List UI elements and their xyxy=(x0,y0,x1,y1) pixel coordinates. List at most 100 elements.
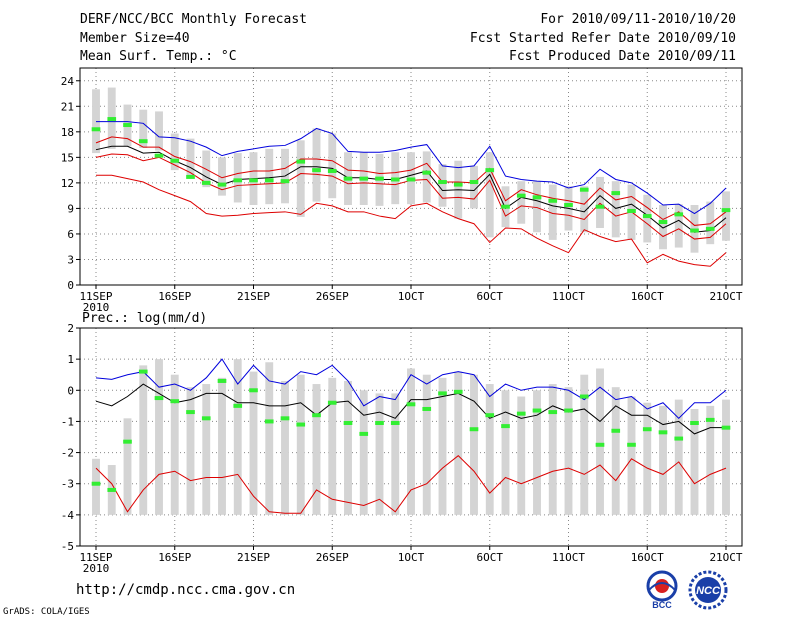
median-marker xyxy=(532,408,542,413)
median-marker xyxy=(186,410,195,415)
spread-box xyxy=(674,399,683,515)
spread-box xyxy=(170,374,179,515)
spread-box xyxy=(139,365,148,515)
median-marker xyxy=(296,159,306,164)
x-tick-label: 21SEP xyxy=(237,290,270,303)
spread-box xyxy=(706,405,715,515)
y-tick-label: 12 xyxy=(61,177,74,190)
spread-box xyxy=(659,405,667,515)
spread-box xyxy=(485,152,494,238)
spread-box xyxy=(611,387,620,515)
spread-box xyxy=(533,181,541,233)
median-marker xyxy=(469,180,479,185)
spread-box xyxy=(155,111,163,151)
median-marker xyxy=(233,403,243,408)
median-marker xyxy=(705,226,715,231)
y-tick-label: 18 xyxy=(61,126,74,139)
median-marker xyxy=(201,416,211,421)
median-marker xyxy=(611,428,621,433)
bcc-logo: BCC xyxy=(646,570,678,610)
median-marker xyxy=(658,220,668,225)
median-marker xyxy=(186,174,195,179)
spread-box xyxy=(328,133,337,199)
spread-box xyxy=(296,374,305,515)
median-marker xyxy=(327,400,337,405)
median-marker xyxy=(501,424,510,429)
y-tick-label: -4 xyxy=(61,509,75,522)
median-marker xyxy=(469,427,479,432)
median-marker xyxy=(264,178,274,183)
median-marker xyxy=(359,176,369,181)
forecast-period: For 2010/09/11-2010/10/20 xyxy=(540,12,736,27)
median-marker xyxy=(516,193,526,198)
min-series-line xyxy=(95,455,727,514)
median-marker xyxy=(611,191,621,196)
spread-box xyxy=(454,371,463,515)
spread-box xyxy=(596,368,604,515)
spread-box xyxy=(296,140,305,217)
forecast-produced-date: Fcst Produced Date 2010/09/11 xyxy=(509,49,736,64)
x-tick-year: 2010 xyxy=(83,562,110,575)
median-marker xyxy=(564,408,573,413)
x-tick-label: 16SEP xyxy=(158,290,191,303)
spread-box xyxy=(186,387,195,515)
mean-series-line xyxy=(95,383,726,435)
spread-box xyxy=(218,377,226,515)
spread-box xyxy=(375,393,384,515)
spread-box xyxy=(422,374,431,515)
spread-box xyxy=(155,359,163,515)
x-tick-label: 26SEP xyxy=(316,290,349,303)
spread-box xyxy=(548,184,557,240)
median-marker xyxy=(422,170,432,175)
spread-box xyxy=(690,408,699,515)
min-series-line xyxy=(96,174,727,267)
spread-box xyxy=(580,374,589,515)
median-marker xyxy=(690,420,699,425)
median-marker xyxy=(548,410,558,415)
spread-box xyxy=(501,390,510,515)
spread-box xyxy=(218,157,226,196)
x-tick-label: 11OCT xyxy=(552,551,585,564)
spread-box xyxy=(359,390,368,515)
spread-box xyxy=(485,384,494,515)
spread-box xyxy=(265,148,274,205)
x-tick-label: 21SEP xyxy=(237,551,270,564)
median-marker xyxy=(138,139,148,144)
spread-box xyxy=(233,153,242,203)
median-marker xyxy=(154,396,164,401)
source-url[interactable]: http://cmdp.ncc.cma.gov.cn xyxy=(76,582,296,598)
median-marker xyxy=(280,416,290,421)
spread-box xyxy=(186,138,195,177)
median-marker xyxy=(375,176,384,181)
median-marker xyxy=(359,431,369,436)
spread-box xyxy=(627,396,636,515)
spread-box xyxy=(438,164,447,207)
spread-box xyxy=(328,377,337,515)
median-marker xyxy=(327,168,337,173)
x-tick-year: 2010 xyxy=(83,301,110,314)
median-marker xyxy=(154,153,164,158)
y-tick-label: 3 xyxy=(67,253,74,266)
y-tick-label: 6 xyxy=(67,228,74,241)
spread-box xyxy=(202,384,211,515)
spread-box xyxy=(596,176,604,228)
spread-box xyxy=(92,458,100,515)
y-tick-label: 0 xyxy=(67,384,74,397)
median-marker xyxy=(438,180,447,185)
x-tick-label: 11SEP xyxy=(79,290,112,303)
median-marker xyxy=(406,177,416,182)
plot-frame xyxy=(79,67,743,286)
median-marker xyxy=(201,180,211,185)
x-tick-label: 6OCT xyxy=(477,551,504,564)
median-marker xyxy=(138,369,148,374)
spread-box xyxy=(344,380,352,515)
median-marker xyxy=(296,422,306,427)
y-tick-label: 21 xyxy=(61,100,74,113)
median-marker xyxy=(123,439,132,444)
median-marker xyxy=(107,117,117,122)
median-marker xyxy=(595,204,605,209)
median-marker xyxy=(390,420,400,425)
